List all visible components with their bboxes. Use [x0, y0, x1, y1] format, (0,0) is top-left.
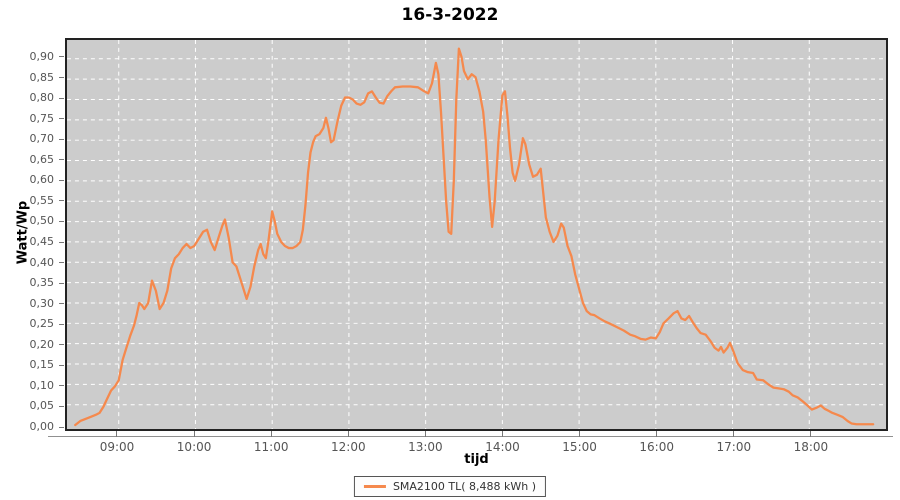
x-tick-mark — [579, 431, 581, 437]
x-axis-label: tijd — [464, 452, 489, 467]
y-tick-label: 0,25 — [29, 317, 55, 331]
x-tick-mark — [424, 431, 426, 437]
y-tick-mark — [59, 303, 64, 305]
y-tick-label: 0,60 — [29, 173, 55, 187]
x-tick-mark — [270, 431, 272, 437]
x-tick-mark — [116, 431, 118, 437]
series-line-swatch — [363, 485, 386, 488]
y-tick-label: 0,70 — [29, 132, 55, 146]
x-tick-mark — [193, 431, 195, 437]
y-tick-mark — [59, 385, 64, 387]
y-tick-mark — [59, 118, 64, 120]
x-axis-line — [48, 436, 893, 437]
y-tick-label: 0,50 — [29, 214, 55, 228]
y-tick-mark — [59, 138, 64, 140]
x-tick-label: 14:00 — [485, 440, 520, 454]
x-tick-label: 09:00 — [99, 440, 135, 454]
y-tick-label: 0,15 — [29, 358, 55, 372]
y-tick-label: 0,55 — [29, 193, 55, 207]
x-tick-label: 16:00 — [639, 440, 674, 454]
x-tick-label: 11:00 — [253, 440, 289, 454]
x-tick-mark — [656, 431, 658, 437]
x-tick-label: 13:00 — [408, 440, 443, 454]
chart-title: 16-3-2022 — [401, 5, 499, 25]
x-tick-label: 15:00 — [562, 440, 597, 454]
y-tick-label: 0,85 — [29, 70, 55, 84]
y-tick-mark — [59, 200, 64, 202]
y-tick-mark — [59, 262, 64, 264]
y-tick-label: 0,40 — [29, 255, 55, 269]
legend-series-label: SMA2100 TL( 8,488 kWh ) — [392, 480, 537, 493]
x-tick-mark — [733, 431, 735, 437]
line-chart-canvas — [67, 40, 886, 429]
y-tick-label: 0,80 — [29, 91, 55, 105]
y-tick-label: 0,35 — [29, 276, 55, 290]
y-tick-label: 0,75 — [29, 111, 55, 125]
y-tick-label: 0,10 — [29, 378, 55, 392]
y-tick-label: 0,05 — [29, 399, 55, 413]
legend: SMA2100 TL( 8,488 kWh ) — [353, 476, 547, 497]
y-tick-mark — [59, 220, 64, 222]
x-tick-mark — [347, 431, 349, 437]
y-tick-label: 0,30 — [29, 296, 55, 310]
y-tick-mark — [59, 159, 64, 161]
x-tick-mark — [501, 431, 503, 437]
x-tick-label: 18:00 — [793, 440, 829, 454]
y-tick-label: 0,20 — [29, 337, 55, 351]
y-tick-mark — [59, 323, 64, 325]
y-tick-label: 0,00 — [29, 420, 55, 433]
series-line — [74, 47, 875, 427]
x-tick-label: 17:00 — [716, 440, 752, 454]
x-tick-label: 10:00 — [176, 440, 212, 454]
y-tick-mark — [59, 364, 64, 366]
plot-area — [65, 38, 888, 431]
y-tick-label: 0,65 — [29, 152, 55, 166]
y-tick-label: 0,90 — [29, 49, 55, 63]
y-tick-mark — [59, 241, 64, 243]
y-tick-mark — [59, 405, 64, 407]
y-tick-mark — [59, 426, 64, 428]
y-tick-mark — [59, 344, 64, 346]
y-tick-mark — [59, 282, 64, 284]
y-tick-mark — [59, 77, 64, 79]
y-tick-mark — [59, 97, 64, 99]
x-tick-mark — [810, 431, 812, 437]
x-tick-label: 12:00 — [331, 440, 366, 454]
y-tick-mark — [59, 56, 64, 58]
y-tick-mark — [59, 179, 64, 181]
y-tick-label: 0,45 — [29, 235, 55, 248]
